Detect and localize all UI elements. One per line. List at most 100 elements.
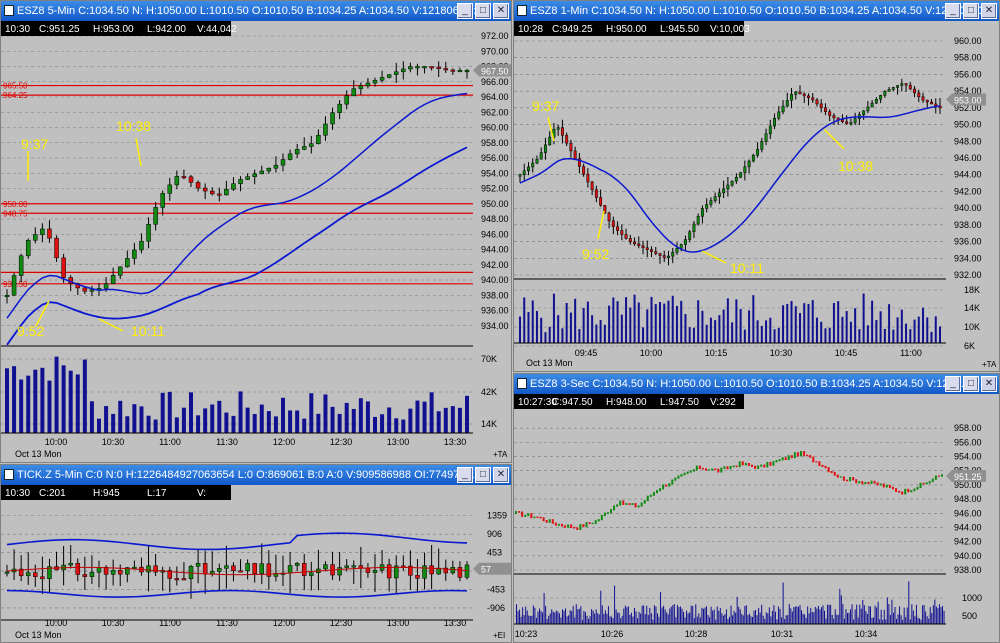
minimize-button[interactable]: _ (945, 3, 961, 19)
minimize-button[interactable]: _ (945, 376, 961, 392)
y-tick-label: 966.00 (481, 77, 509, 87)
volume-bar (97, 418, 101, 433)
volume-bar (765, 612, 767, 624)
tick-mark (922, 482, 925, 485)
tick-mark (812, 456, 815, 463)
minimize-button[interactable]: _ (457, 467, 473, 483)
maximize-button[interactable]: □ (475, 3, 491, 19)
volume-bar (153, 419, 158, 433)
tick-mark (845, 479, 848, 482)
chart-1min[interactable]: 960.00 958.00 956.00 954.00 952.00 950.00 948.… (514, 21, 999, 371)
volume-bar (706, 606, 708, 624)
annotation-label: 10:11 (730, 260, 764, 276)
candle (358, 85, 364, 89)
close-button[interactable]: ✕ (981, 3, 997, 19)
date-label: Oct 13 Mon (15, 630, 62, 640)
candle (896, 85, 900, 88)
volume-bar (725, 609, 727, 624)
chart-tick[interactable]: 13599064530-453-9065710:0010:3011:0011:3… (1, 485, 511, 642)
candle (620, 230, 624, 235)
volume-bar (555, 610, 557, 624)
close-button[interactable]: ✕ (493, 3, 509, 19)
candle (259, 563, 265, 574)
chart-3sec[interactable]: 958.00956.00954.00952.00950.00948.00946.… (514, 394, 999, 642)
volume-bar (908, 581, 910, 624)
minimize-button[interactable]: _ (457, 3, 473, 19)
tick-mark (849, 477, 852, 482)
volume-bar (782, 582, 784, 624)
y-tick-label: -453 (487, 584, 505, 594)
volume-bar (716, 606, 718, 624)
volume-bar (695, 604, 697, 624)
tick-mark (579, 524, 582, 531)
volume-bar (701, 310, 704, 343)
tick-mark (796, 452, 799, 457)
volume-bar (415, 400, 420, 433)
volume-bar (75, 374, 80, 433)
candle (457, 70, 463, 73)
window-title-tick[interactable]: TICK.Z 5-Min C:0 N:0 H:1226484927063654 … (1, 465, 511, 485)
volume-bar (589, 616, 591, 624)
volume-bar (597, 613, 599, 624)
candle (393, 71, 399, 75)
volume-tick-label: 6K (964, 341, 975, 351)
candle (309, 572, 314, 576)
maximize-button[interactable]: □ (963, 376, 979, 392)
window-title-1min[interactable]: ESZ8 1-Min C:1034.50 N: H:1050.00 L:1010… (514, 1, 999, 21)
volume-bar (578, 608, 580, 624)
volume-bar (624, 605, 626, 624)
volume-bar (666, 612, 668, 624)
candle (330, 112, 335, 125)
volume-bar (701, 607, 703, 624)
tick-mark (888, 484, 891, 488)
window-title-3sec[interactable]: ESZ8 3-Sec C:1034.50 N: H:1050.00 L:1010… (514, 374, 999, 394)
volume-bar (871, 617, 873, 624)
candle (616, 226, 620, 231)
chart-5min[interactable]: 972.00970.00968.00966.00964.00962.00960.… (1, 21, 511, 462)
volume-bar (457, 407, 462, 433)
volume-bar (905, 323, 908, 343)
candle (819, 103, 823, 109)
tick-mark (692, 469, 695, 472)
volume-bar (656, 613, 658, 624)
y-tick-label: -906 (487, 603, 505, 613)
volume-bar (784, 618, 786, 624)
candle (344, 565, 349, 568)
volume-bar (578, 329, 581, 343)
volume-bar (909, 329, 912, 343)
candle (365, 568, 371, 573)
volume-bar (764, 618, 766, 624)
tick-mark (879, 483, 882, 486)
tick-mark (830, 471, 833, 474)
level-label: 948.75 (3, 209, 28, 218)
candle (650, 249, 653, 252)
candle (747, 160, 751, 168)
volume-bar (873, 617, 875, 624)
tick-mark (711, 468, 714, 471)
volume-bar (922, 307, 925, 343)
candle (344, 95, 349, 105)
volume-bar (465, 395, 469, 433)
maximize-button[interactable]: □ (475, 467, 491, 483)
candle (443, 567, 449, 574)
candle (870, 102, 874, 108)
y-tick-label: 964.00 (481, 92, 509, 102)
tick-mark (941, 474, 943, 477)
close-button[interactable]: ✕ (981, 376, 997, 392)
volume-bar (802, 613, 804, 624)
tick-mark (646, 495, 649, 502)
volume-bar (612, 297, 615, 343)
close-button[interactable]: ✕ (493, 467, 509, 483)
volume-bar (667, 614, 669, 624)
tick-mark (744, 462, 747, 466)
maximize-button[interactable]: □ (963, 3, 979, 19)
volume-bar (713, 609, 715, 624)
volume-bar (569, 312, 572, 343)
volume-bar (599, 320, 602, 343)
volume-bar (906, 607, 908, 624)
volume-bar (660, 591, 662, 624)
candle (464, 564, 470, 578)
candle (637, 243, 641, 247)
y-tick-label: 942.00 (954, 186, 982, 196)
window-title-5min[interactable]: ESZ8 5-Min C:1034.50 N: H:1050.00 L:1010… (1, 1, 511, 21)
